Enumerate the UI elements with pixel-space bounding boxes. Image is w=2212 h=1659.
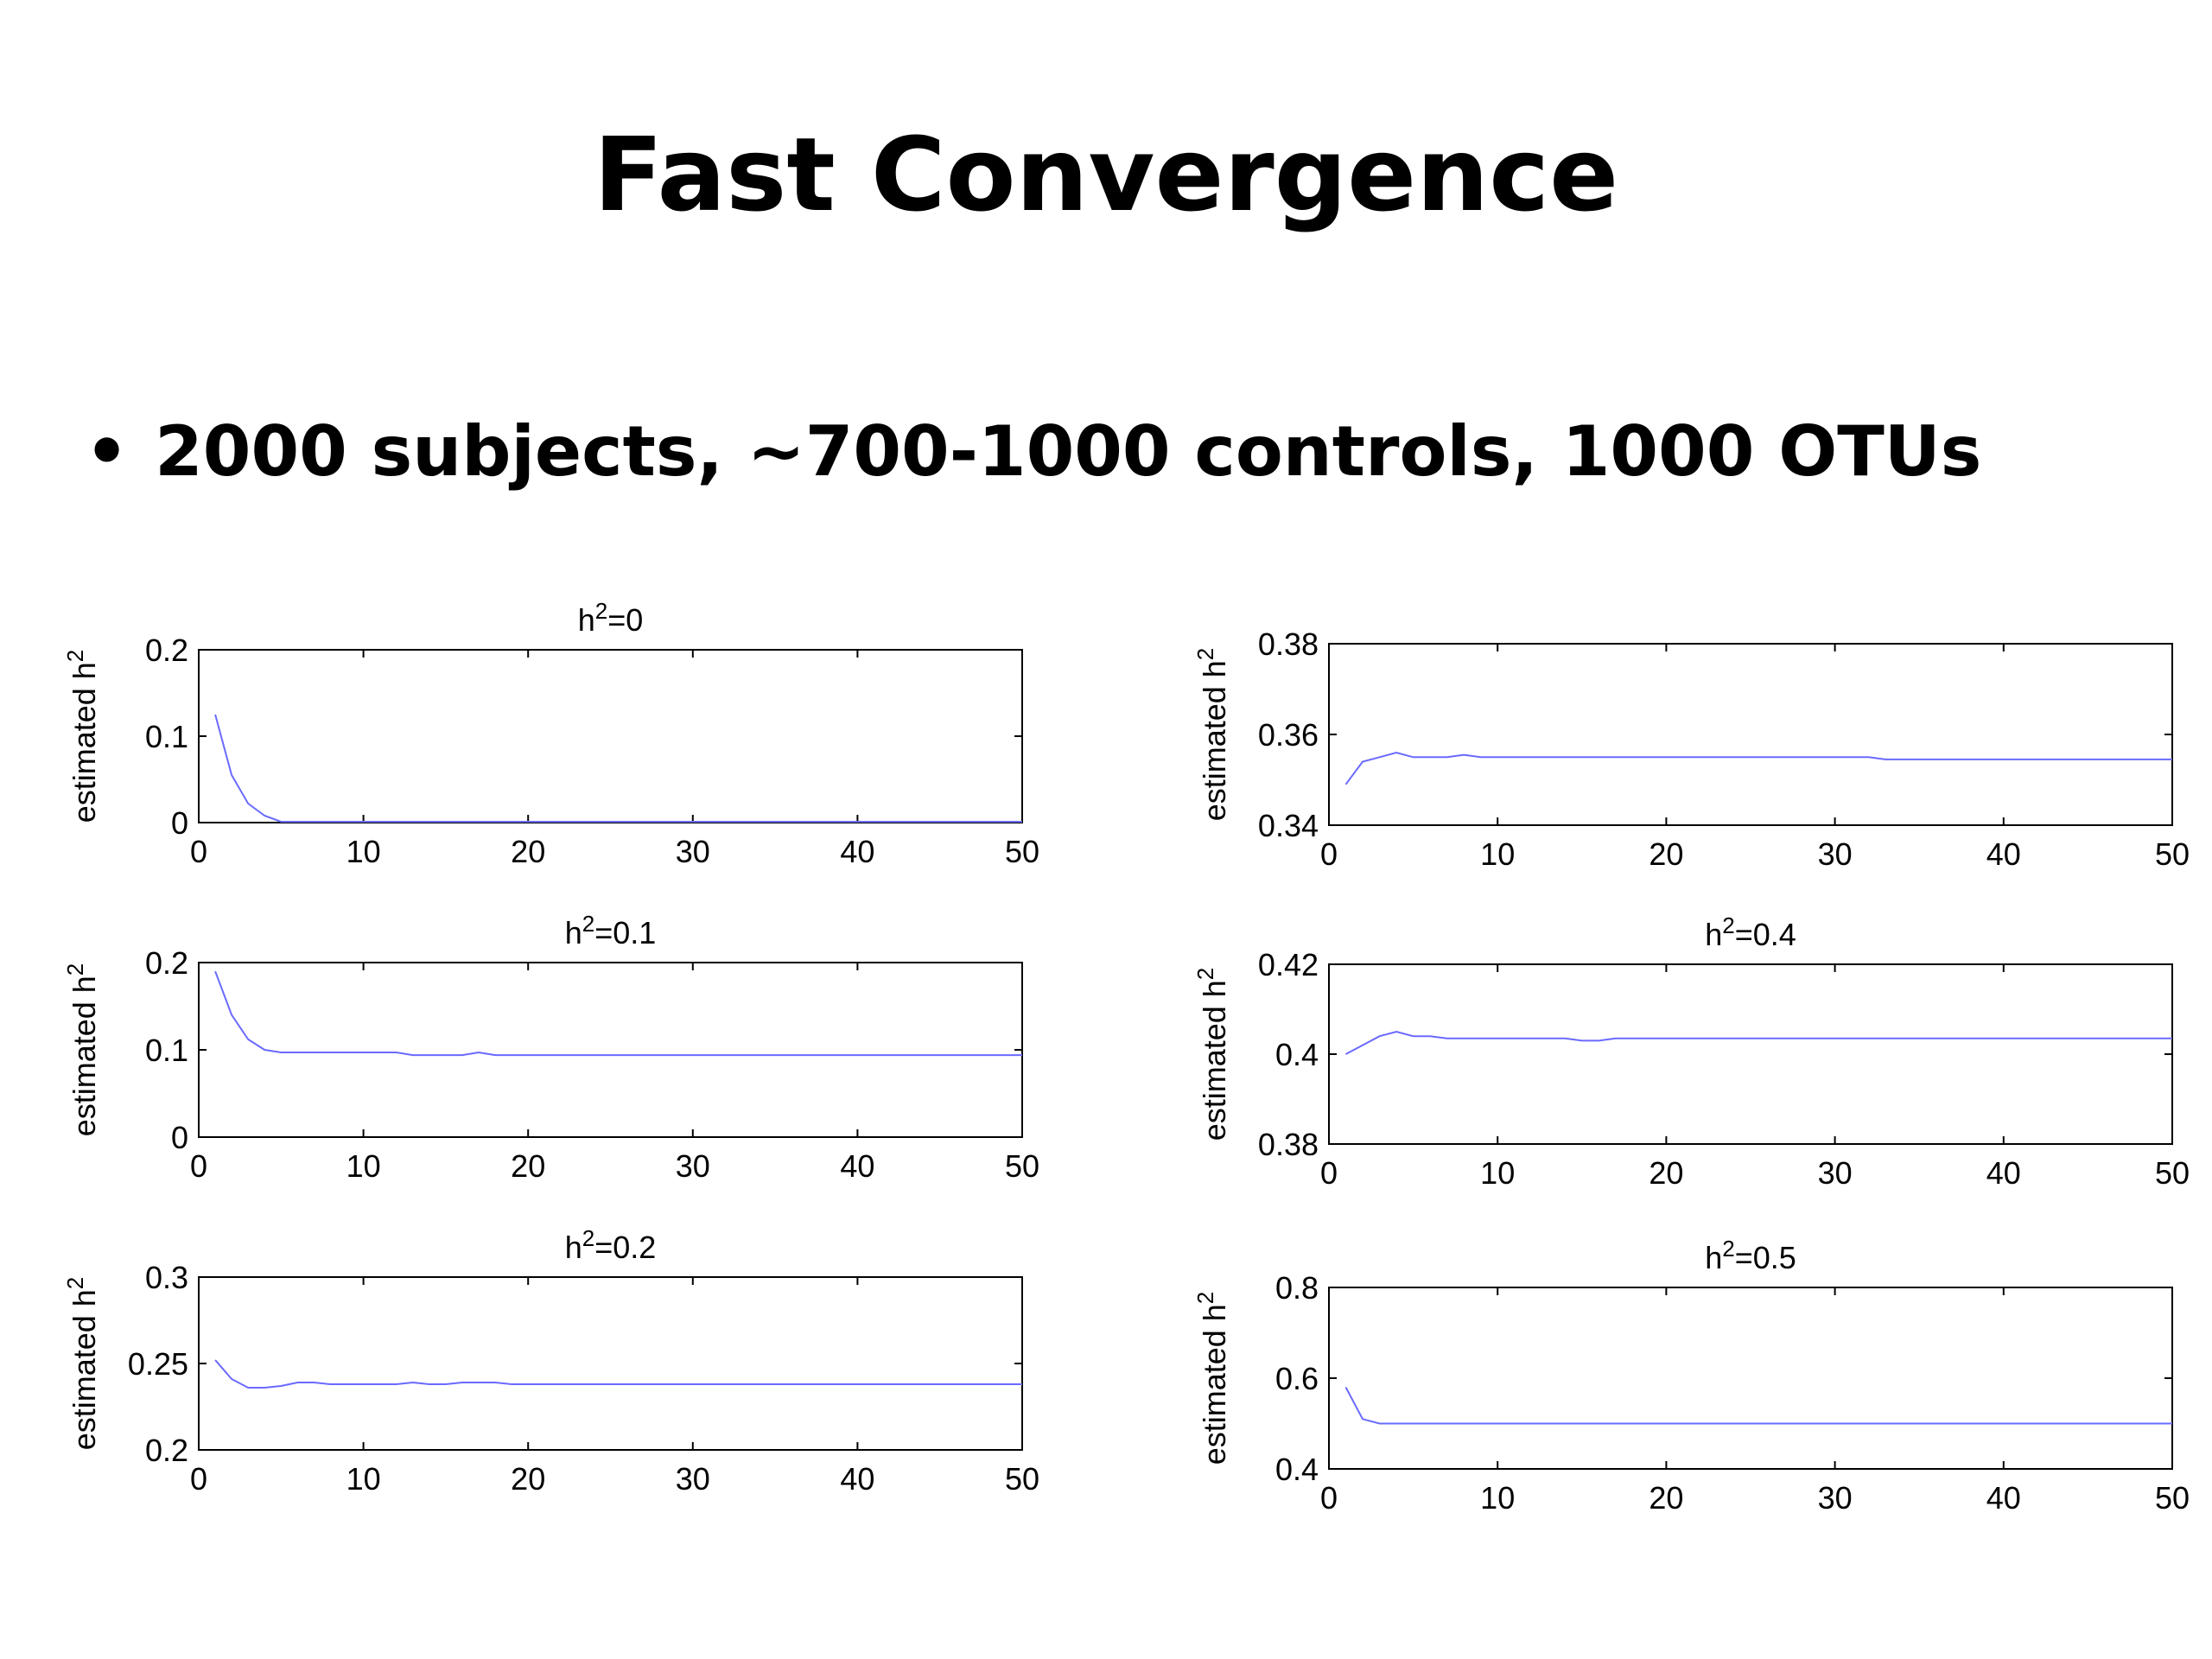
y-tick-label: 0 [171, 805, 188, 841]
plot-frame [1328, 643, 2173, 826]
subplot-2: 0 10 20 30 40 50 0.2 0.25 0.3 estimated h2 h2=0.2 [62, 1225, 1039, 1497]
y-tick-label: 0.8 [1275, 1270, 1319, 1306]
y-tick-label: 0.36 [1258, 717, 1319, 753]
x-tick-label: 40 [1986, 1480, 2021, 1516]
plot-frame [198, 962, 1023, 1138]
x-tick-label: 10 [346, 1148, 381, 1184]
x-tick-label: 50 [2155, 1480, 2190, 1516]
y-tick-label: 0.3 [145, 1260, 188, 1295]
y-tick-label: 0.2 [145, 1433, 188, 1468]
subplot-title: h2=0.2 [565, 1225, 657, 1265]
y-axis-label: estimated h2 [1192, 1292, 1232, 1465]
x-tick-label: 20 [1649, 1480, 1683, 1516]
y-tick-label: 0.1 [145, 1033, 188, 1068]
x-tick-label: 50 [2155, 836, 2190, 872]
series-line [1345, 1030, 2172, 1055]
y-axis-label: estimated h2 [62, 650, 102, 823]
y-tick-label: 0.34 [1258, 808, 1319, 843]
x-tick-label: 10 [1480, 1155, 1515, 1191]
x-tick-label: 50 [1005, 834, 1039, 869]
x-tick-label: 40 [840, 1461, 874, 1497]
x-tick-label: 20 [1649, 836, 1683, 872]
x-tick-label: 50 [1005, 1461, 1039, 1497]
subplot-title: h2=0.4 [1705, 912, 1796, 952]
y-tick-label: 0.38 [1258, 626, 1319, 662]
y-tick-label: 0.2 [145, 632, 188, 668]
subplot-1: 0 10 20 30 40 50 0 0.1 0.2 estimated h2 h2=0.1 [62, 911, 1039, 1184]
y-tick-label: 0.38 [1258, 1127, 1319, 1162]
subplot-3: 0 10 20 30 40 50 0.34 0.36 0.38 estimated h2 [1192, 626, 2190, 872]
subplot-4: 0 10 20 30 40 50 0.38 0.4 0.42 estimated h2 h2=0.4 [1192, 912, 2190, 1191]
y-tick-label: 0 [171, 1120, 188, 1155]
x-tick-label: 0 [190, 1461, 207, 1497]
y-tick-label: 0.25 [128, 1346, 188, 1382]
series-line [1344, 1387, 2172, 1425]
y-tick-label: 0.2 [145, 945, 188, 981]
plot-frame [1328, 963, 2173, 1145]
y-axis-label: estimated h2 [62, 963, 102, 1137]
x-tick-label: 20 [1649, 1155, 1683, 1191]
subplot-title: h2=0 [578, 598, 644, 638]
series-line [214, 970, 1022, 1057]
x-tick-label: 30 [1818, 1155, 1853, 1191]
bullet-dot: • [85, 411, 130, 492]
x-tick-label: 0 [1320, 836, 1338, 872]
x-tick-label: 10 [1480, 836, 1515, 872]
series-line [214, 714, 1022, 823]
x-tick-label: 20 [511, 1148, 545, 1184]
y-tick-label: 0.4 [1275, 1452, 1319, 1487]
x-tick-label: 40 [840, 834, 874, 869]
x-tick-label: 40 [1986, 1155, 2021, 1191]
x-tick-label: 50 [1005, 1148, 1039, 1184]
plot-frame [198, 649, 1023, 823]
x-tick-label: 10 [346, 1461, 381, 1497]
x-tick-label: 0 [190, 834, 207, 869]
y-tick-label: 0.6 [1275, 1361, 1319, 1396]
series-line [214, 1359, 1022, 1389]
x-tick-label: 30 [676, 1461, 710, 1497]
subplot-5: 0 10 20 30 40 50 0.4 0.6 0.8 estimated h2 h2=0.5 [1192, 1236, 2190, 1516]
x-tick-label: 20 [511, 834, 545, 869]
y-axis-label: estimated h2 [62, 1277, 102, 1451]
x-tick-label: 10 [346, 834, 381, 869]
x-tick-label: 30 [1818, 836, 1853, 872]
bullet-text: 2000 subjects, ~700-1000 controls, 1000 … [155, 411, 1982, 492]
slide-title: Fast Convergence [593, 115, 1619, 234]
x-tick-label: 10 [1480, 1480, 1515, 1516]
y-axis-label: estimated h2 [1192, 968, 1232, 1141]
y-tick-label: 0.4 [1275, 1037, 1319, 1072]
bullet-point: • 2000 subjects, ~700-1000 controls, 1000… [85, 410, 1981, 493]
y-tick-label: 0.42 [1258, 947, 1319, 982]
x-tick-label: 20 [511, 1461, 545, 1497]
plot-frame [198, 1276, 1023, 1451]
x-tick-label: 30 [676, 834, 710, 869]
x-tick-label: 0 [1320, 1480, 1338, 1516]
y-axis-label: estimated h2 [1192, 648, 1232, 822]
subplot-0: 0 10 20 30 40 50 0 0.1 0.2 estimated h2 h2=0 [62, 598, 1039, 869]
x-tick-label: 40 [840, 1148, 874, 1184]
x-tick-label: 30 [1818, 1480, 1853, 1516]
plot-frame [1328, 1287, 2173, 1470]
x-tick-label: 50 [2155, 1155, 2190, 1191]
x-tick-label: 0 [190, 1148, 207, 1184]
subplot-title: h2=0.5 [1705, 1236, 1796, 1275]
subplot-title: h2=0.1 [565, 911, 657, 950]
x-tick-label: 0 [1320, 1155, 1338, 1191]
series-line [1344, 751, 2172, 785]
x-tick-label: 40 [1986, 836, 2021, 872]
x-tick-label: 30 [676, 1148, 710, 1184]
y-tick-label: 0.1 [145, 719, 188, 754]
